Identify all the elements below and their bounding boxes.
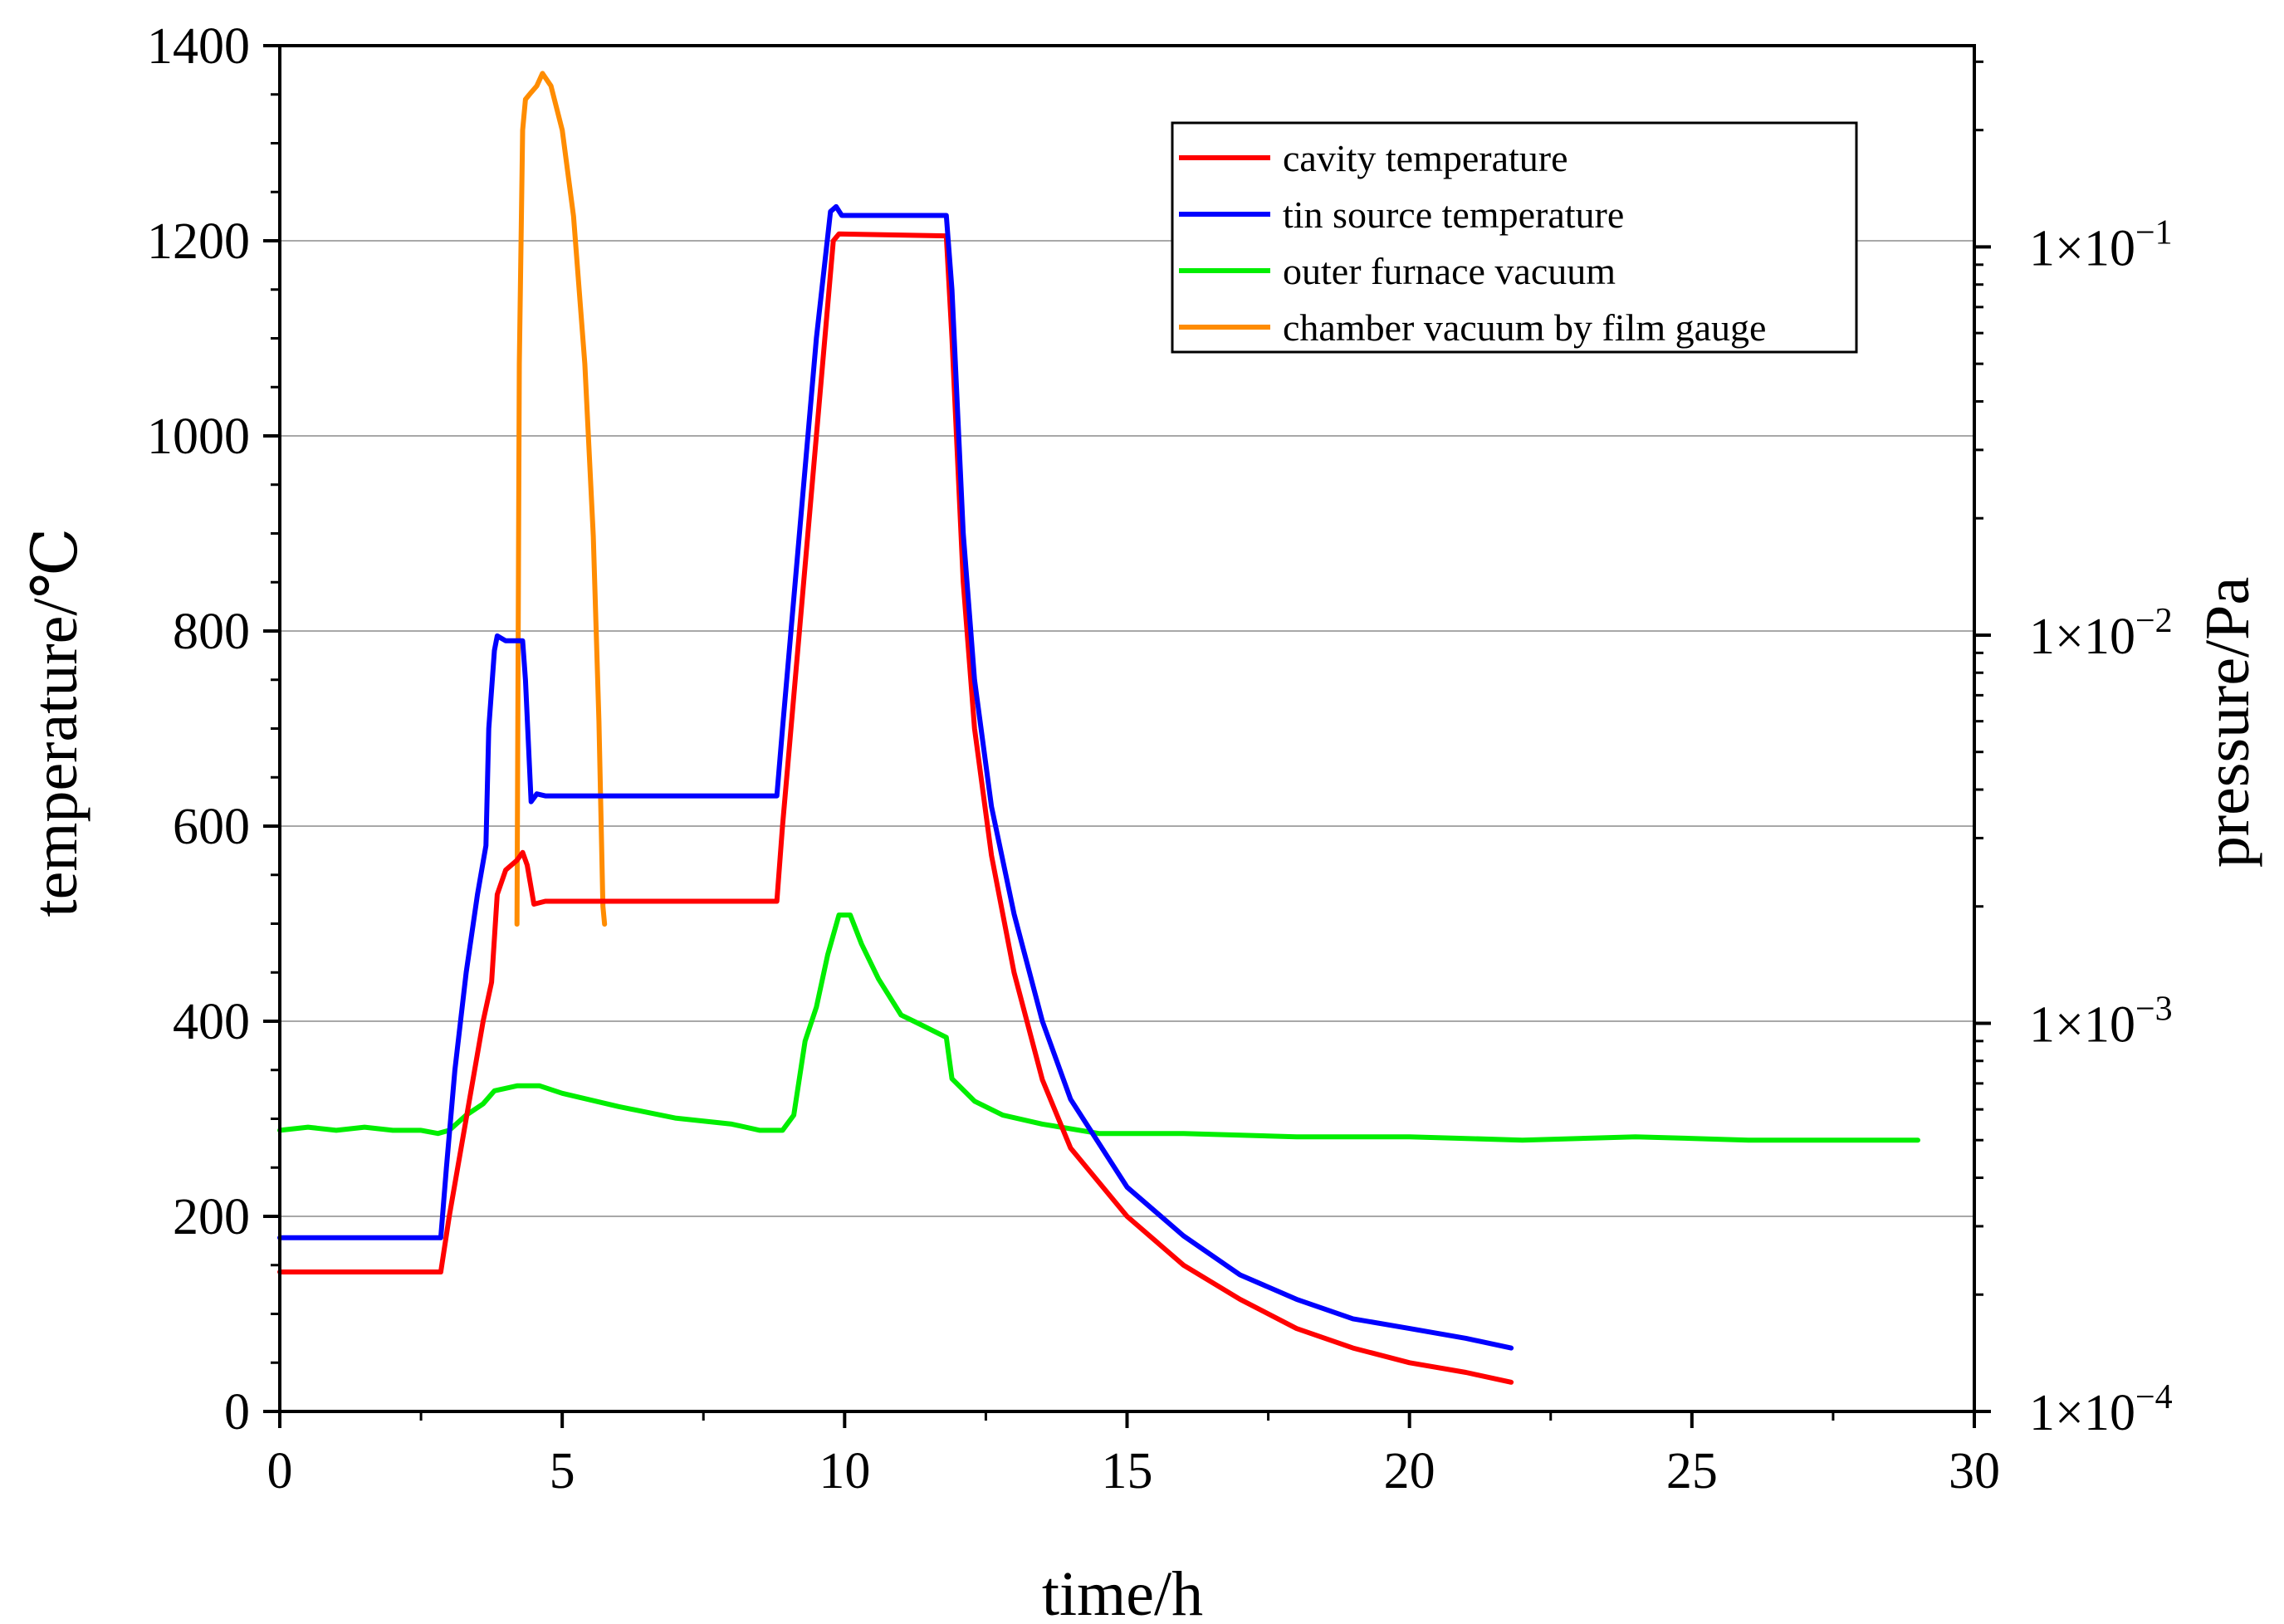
x-tick-label: 30 xyxy=(1949,1443,2000,1499)
x-tick-label: 20 xyxy=(1384,1443,1435,1499)
y2-tick-label: 1×10−2 xyxy=(2029,602,2173,665)
legend-label: tin source temperature xyxy=(1283,193,1624,236)
legend: cavity temperature tin source temperature… xyxy=(1171,121,1858,354)
series-line-chamber-vacuum-by-film-gauge xyxy=(514,71,608,927)
series-line-tin-source-temperature xyxy=(277,203,1514,1351)
y2-tick-mantissa: 1×10 xyxy=(2029,609,2135,665)
series-line-cavity-temperature xyxy=(277,231,1514,1385)
x-axis-title: time/h xyxy=(1042,1559,1203,1624)
y2-tick-exponent: −4 xyxy=(2135,1378,2173,1416)
y2-tick-label: 1×10−4 xyxy=(2029,1378,2173,1441)
x-tick-label: 0 xyxy=(267,1443,293,1499)
y-tick-label: 600 xyxy=(173,799,250,855)
series-line-outer-furnace-vacuum xyxy=(277,912,1920,1143)
y-tick-label: 800 xyxy=(173,604,250,660)
legend-label: outer furnace vacuum xyxy=(1283,250,1616,292)
y2-tick-mantissa: 1×10 xyxy=(2029,1385,2135,1441)
y-tick-label: 1400 xyxy=(147,18,250,75)
legend-label: cavity temperature xyxy=(1283,137,1568,179)
y-axis-title: temperature/℃ xyxy=(21,527,90,917)
axis-ticks: 0 5 10 15 20 25 30 0 200 400 600 800 1000 1200 1400 1×1… xyxy=(147,18,2173,1499)
x-tick-label: 5 xyxy=(550,1443,575,1499)
y-tick-label: 0 xyxy=(224,1384,250,1441)
y-tick-label: 400 xyxy=(173,994,250,1050)
legend-box xyxy=(1171,121,1858,354)
y-tick-label: 200 xyxy=(173,1189,250,1245)
y2-tick-exponent: −1 xyxy=(2135,213,2173,252)
x-tick-label: 10 xyxy=(819,1443,870,1499)
y2-axis-title: pressure/Pa xyxy=(2193,577,2262,868)
x-tick-label: 25 xyxy=(1666,1443,1718,1499)
y2-tick-label: 1×10−1 xyxy=(2029,213,2173,276)
legend-label: chamber vacuum by film gauge xyxy=(1283,306,1766,349)
y2-tick-label: 1×10−3 xyxy=(2029,990,2173,1053)
y2-tick-exponent: −3 xyxy=(2135,990,2173,1028)
gridlines xyxy=(280,240,1974,1217)
y-tick-label: 1200 xyxy=(147,213,250,270)
y-tick-label: 1000 xyxy=(147,408,250,465)
y2-tick-mantissa: 1×10 xyxy=(2029,996,2135,1053)
plot-series xyxy=(277,71,1920,1385)
x-tick-label: 15 xyxy=(1102,1443,1153,1499)
y2-tick-exponent: −2 xyxy=(2135,602,2173,640)
y2-tick-mantissa: 1×10 xyxy=(2029,220,2135,276)
